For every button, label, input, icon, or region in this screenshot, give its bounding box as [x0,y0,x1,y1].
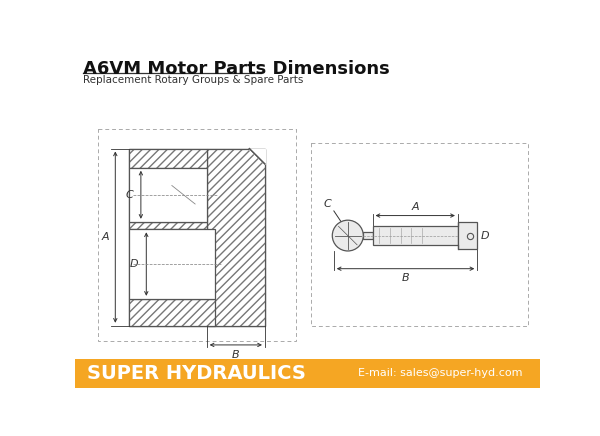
Bar [129,299,215,326]
Bar [129,222,207,229]
Text: Replacement Rotary Groups & Spare Parts: Replacement Rotary Groups & Spare Parts [83,75,303,85]
Text: A: A [101,232,109,242]
Bar [129,149,207,168]
Text: C: C [125,190,133,200]
Text: B: B [232,350,239,360]
Bar [364,232,373,239]
Bar [129,168,207,222]
Text: B: B [402,273,409,283]
Bar [129,149,265,326]
Text: SUPER HYDRAULICS: SUPER HYDRAULICS [86,364,305,383]
Bar [207,149,265,326]
Bar [129,222,207,229]
Bar [75,359,540,388]
Bar [373,226,458,245]
Text: D: D [130,259,139,269]
Bar [98,129,296,341]
Bar [129,149,207,168]
Bar [129,229,215,299]
Text: E-mail: sales@super-hyd.com: E-mail: sales@super-hyd.com [358,368,523,378]
Bar [311,143,529,327]
Text: A: A [412,202,419,212]
Bar [458,222,477,249]
Bar [207,149,265,326]
Text: A6VM Motor Parts Dimensions: A6VM Motor Parts Dimensions [83,60,389,78]
Polygon shape [250,149,265,164]
Circle shape [332,220,364,251]
Text: C: C [324,199,332,209]
Bar [129,299,215,326]
Text: D: D [481,231,489,241]
